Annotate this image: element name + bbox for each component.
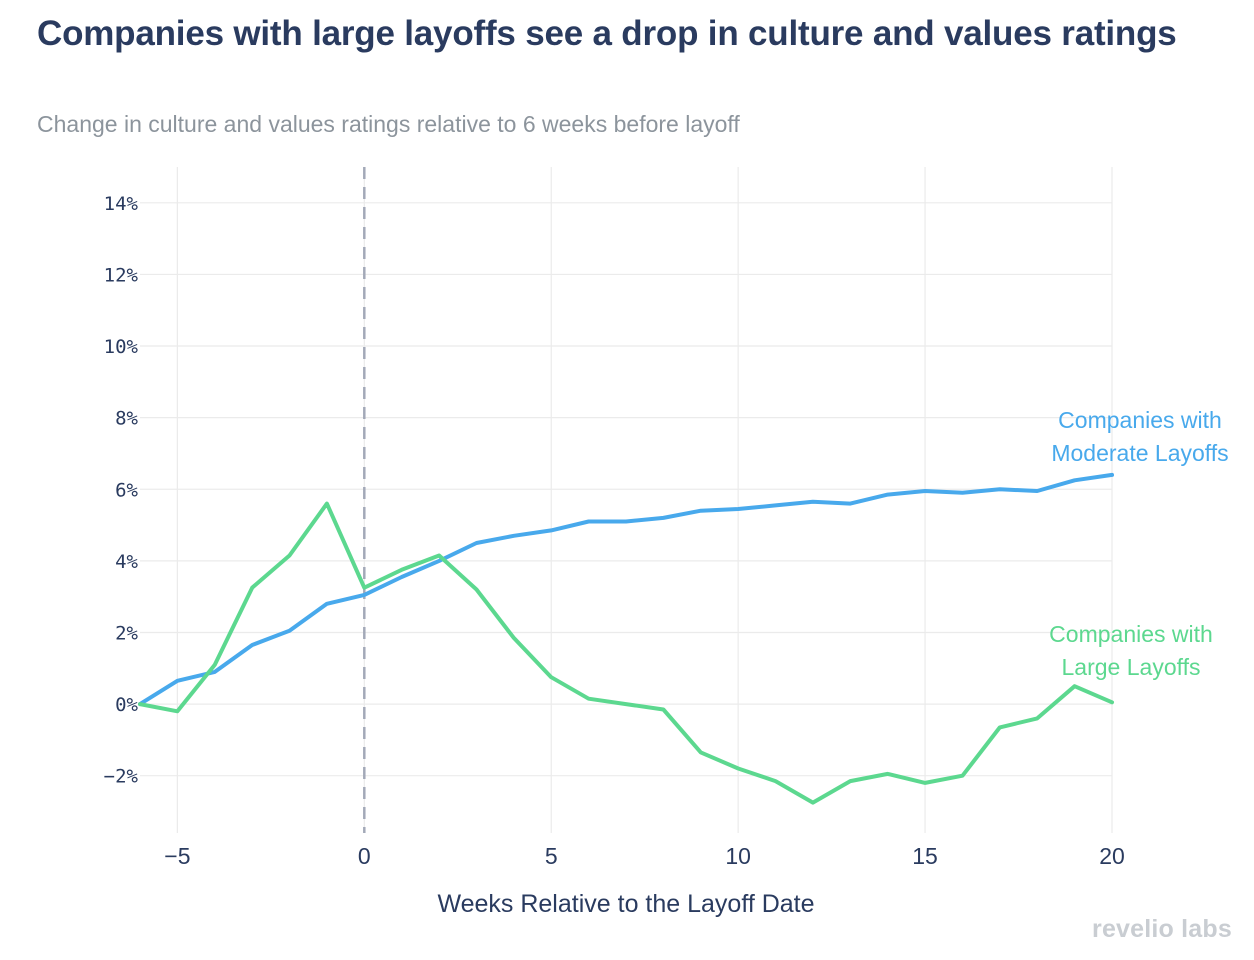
brand-logo: revelio labs — [1092, 915, 1232, 943]
x-axis-ticks: −5 0 5 10 15 20 — [164, 843, 1125, 869]
y-tick-label: −2% — [104, 766, 139, 788]
series-lines — [138, 472, 1114, 805]
y-tick-label: 6% — [115, 479, 138, 501]
x-tick-label: 15 — [912, 843, 938, 869]
series-label-large-layoffs: Large Layoffs — [1062, 654, 1201, 680]
x-tick-label: 20 — [1099, 843, 1125, 869]
series-labels: Companies with Moderate Layoffs Companies … — [1049, 407, 1228, 680]
series-label-moderate-layoffs: Companies with — [1058, 407, 1222, 433]
y-tick-label: 4% — [115, 551, 138, 573]
series-line-moderate-layoffs — [138, 472, 1114, 707]
y-tick-label: 2% — [115, 622, 138, 644]
series-label-moderate-layoffs: Moderate Layoffs — [1051, 440, 1228, 466]
x-tick-label: 10 — [725, 843, 751, 869]
y-tick-label: 14% — [104, 193, 139, 215]
y-tick-label: 0% — [115, 694, 138, 716]
y-tick-label: 12% — [104, 264, 139, 286]
series-line-large-layoffs — [138, 501, 1114, 805]
x-tick-label: 5 — [545, 843, 558, 869]
gridlines — [140, 167, 1113, 833]
chart-subtitle: Change in culture and values ratings rel… — [37, 111, 740, 137]
y-tick-label: 8% — [115, 408, 138, 430]
series-label-large-layoffs: Companies with — [1049, 621, 1213, 647]
x-tick-label: 0 — [358, 843, 371, 869]
x-tick-label: −5 — [164, 843, 190, 869]
y-axis-ticks: −2% 0% 2% 4% 6% 8% 10% 12% 14% — [104, 193, 139, 788]
chart-title: Companies with large layoffs see a drop … — [37, 14, 1177, 53]
y-tick-label: 10% — [104, 336, 139, 358]
x-axis-label: Weeks Relative to the Layoff Date — [437, 890, 814, 918]
